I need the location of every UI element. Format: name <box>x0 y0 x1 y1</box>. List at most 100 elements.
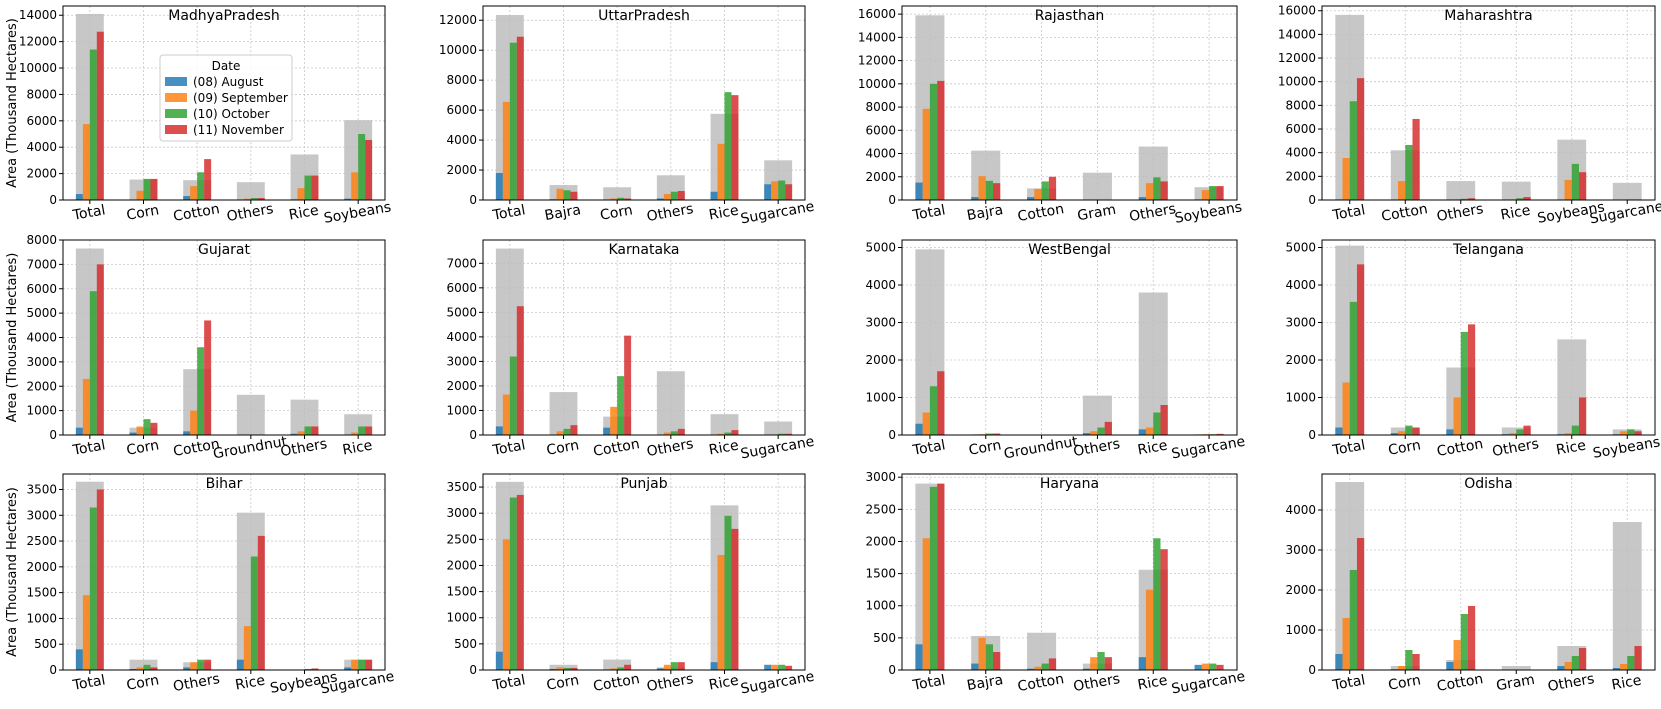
bar-others-series-2 <box>663 432 671 435</box>
y-tick-label: 0 <box>469 428 477 442</box>
y-tick-label: 6000 <box>446 103 477 117</box>
bar-corn-series-2 <box>556 667 564 670</box>
bar-rice-series-1 <box>710 191 718 200</box>
bar-others-series-4 <box>1523 425 1531 435</box>
bar-total-series-4 <box>937 80 945 200</box>
y-tick-label: 2000 <box>26 379 57 393</box>
bar-rice-series-4 <box>1523 197 1531 200</box>
bar-soybeans-series-3 <box>358 134 366 200</box>
y-tick-label: 6000 <box>1285 122 1316 136</box>
x-tick-label-cotton: Cotton <box>1016 201 1065 225</box>
reference-bar-gram <box>1082 172 1112 200</box>
bar-total-series-1 <box>915 182 923 200</box>
bar-soybeans-series-1 <box>344 198 352 200</box>
bar-total-series-4 <box>516 494 524 670</box>
legend-swatch-1 <box>165 77 187 86</box>
bar-rice-series-4 <box>731 528 739 670</box>
reference-bar-others <box>236 182 265 200</box>
x-tick-label-cotton: Cotton <box>1436 671 1485 695</box>
reference-bar-rice <box>1612 522 1642 670</box>
bar-total-series-1 <box>495 651 503 670</box>
reference-bar-groundnut <box>236 394 265 435</box>
x-tick-label-corn: Corn <box>125 202 160 223</box>
bar-soybeans-series-2 <box>1620 431 1628 435</box>
bar-cotton-series-4 <box>1467 324 1476 435</box>
x-tick-label-rice: Rice <box>1499 203 1531 224</box>
bar-corn-series-4 <box>150 667 158 670</box>
x-tick-label-corn: Corn <box>545 437 580 458</box>
x-tick-label-gram: Gram <box>1076 202 1117 224</box>
panel-frame <box>1321 473 1656 671</box>
bar-others-series-1 <box>656 198 664 200</box>
bar-others-series-4 <box>257 198 265 200</box>
bar-corn-series-2 <box>1398 431 1406 435</box>
reference-bar-sugarcane <box>1612 182 1642 200</box>
bar-cotton-series-3 <box>1041 181 1049 200</box>
bar-total-series-4 <box>1356 538 1365 670</box>
x-tick-label-rice: Rice <box>1610 673 1642 694</box>
y-tick-label: 3000 <box>446 354 477 368</box>
x-tick-label-cotton: Cotton <box>1380 201 1429 225</box>
y-tick-label: 2000 <box>26 167 57 181</box>
bar-rice-series-2 <box>1620 664 1628 670</box>
bar-corn-series-4 <box>1412 427 1420 435</box>
legend-swatch-2 <box>165 93 187 102</box>
bar-cotton-series-4 <box>1048 658 1057 670</box>
x-tick-label-sugarcane: Sugarcane <box>1170 669 1246 698</box>
bar-total-series-2 <box>502 101 510 200</box>
bar-total-series-2 <box>1342 158 1350 200</box>
bar-cotton-series-1 <box>1446 662 1454 670</box>
bar-others-series-4 <box>204 659 212 670</box>
x-tick-label-sugarcane: Sugarcane <box>1170 434 1246 463</box>
bar-sugarcane-series-4 <box>785 665 793 670</box>
x-tick-label-total: Total <box>71 202 107 224</box>
bar-others-series-4 <box>677 662 685 670</box>
y-tick-label: 8000 <box>446 73 477 87</box>
bar-total-series-4 <box>96 489 104 670</box>
bar-corn-series-4 <box>150 178 158 200</box>
panel-frame <box>482 473 806 671</box>
panel-frame <box>1321 5 1656 201</box>
x-tick-label-soybeans: Soybeans <box>1174 199 1244 227</box>
bar-others-series-3 <box>670 191 678 200</box>
bar-total-series-2 <box>1342 618 1350 670</box>
bar-others-series-4 <box>1467 198 1476 200</box>
bar-others-series-2 <box>1564 662 1572 670</box>
y-tick-label: 14000 <box>19 8 57 22</box>
reference-bar-others <box>1446 181 1476 200</box>
bar-total-series-1 <box>915 644 923 670</box>
bar-soybeans-series-4 <box>311 668 319 670</box>
x-tick-label-corn: Corn <box>545 672 580 693</box>
y-tick-label: 10000 <box>19 61 57 75</box>
x-tick-label-others: Others <box>646 201 695 225</box>
y-tick-label: 1000 <box>865 599 896 613</box>
bar-total-series-4 <box>96 31 104 200</box>
x-tick-label-others: Others <box>1072 436 1121 460</box>
bar-soybeans-series-4 <box>365 139 373 200</box>
x-tick-label-corn: Corn <box>599 202 634 223</box>
y-tick-label: 0 <box>1308 428 1316 442</box>
legend-entry-3: (10) October <box>193 107 270 121</box>
y-tick-label: 5000 <box>1285 241 1316 255</box>
x-tick-label-others: Others <box>1128 201 1177 225</box>
bar-cotton-series-3 <box>1460 614 1468 670</box>
bar-rice-series-2 <box>1564 433 1572 435</box>
x-tick-label-bajra: Bajra <box>543 202 582 224</box>
y-tick-label: 1500 <box>26 586 57 600</box>
bar-rice-series-1 <box>710 662 718 670</box>
bar-others-series-2 <box>190 662 198 670</box>
bar-others-series-3 <box>670 431 678 435</box>
bar-total-series-1 <box>1335 427 1343 435</box>
bar-total-series-3 <box>89 291 97 435</box>
bar-total-series-3 <box>509 497 517 670</box>
bar-corn-series-1 <box>129 668 137 670</box>
bar-rice-series-2 <box>1145 589 1154 670</box>
y-tick-label: 0 <box>469 663 477 677</box>
y-tick-label: 1000 <box>865 391 896 405</box>
panel-title: Rajasthan <box>1035 8 1105 24</box>
bar-bajra-series-3 <box>563 190 571 200</box>
bar-total-series-1 <box>495 426 503 435</box>
y-tick-label: 6000 <box>26 282 57 296</box>
x-tick-label-others: Others <box>646 436 695 460</box>
bar-others-series-2 <box>243 198 251 200</box>
